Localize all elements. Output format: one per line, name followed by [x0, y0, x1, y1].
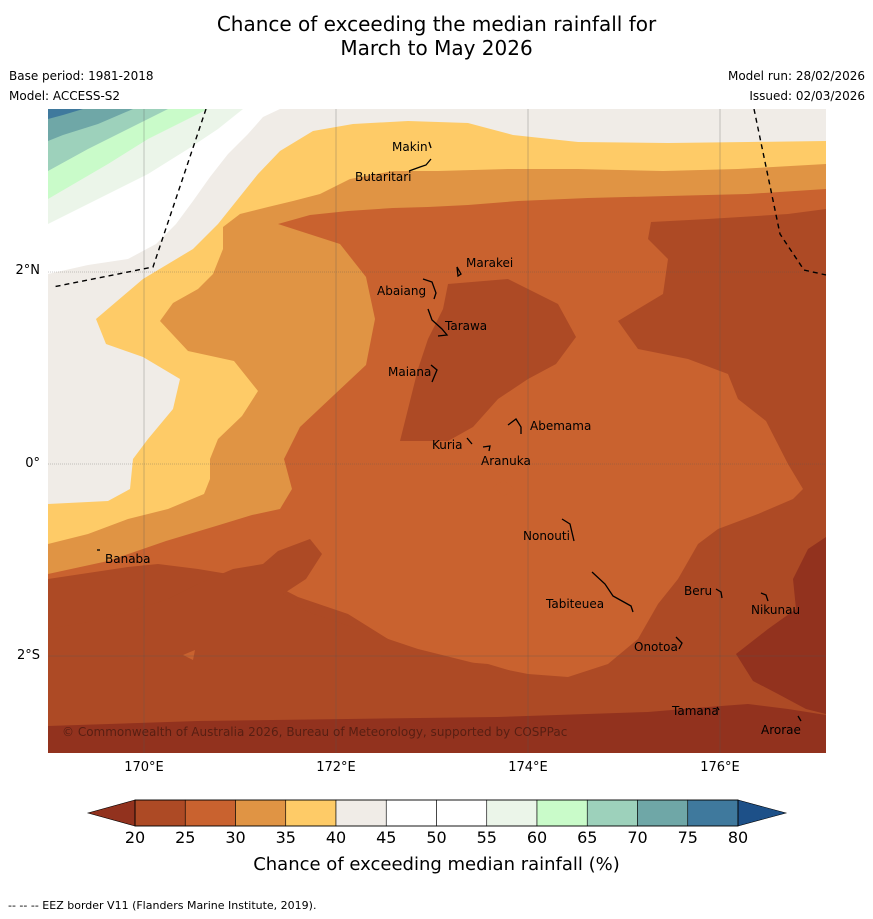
colorbar-tick-label: 45: [376, 828, 397, 847]
graticule: [48, 109, 826, 753]
colorbar-over-arrow: [737, 799, 788, 827]
island-butaritari: [408, 158, 432, 172]
x-tick-170e: 170°E: [124, 760, 164, 775]
colorbar: [86, 799, 788, 827]
eez-border: [52, 109, 826, 288]
colorbar-frame: [134, 799, 739, 827]
meta-left: Base period: 1981-2018 Model: ACCESS-S2: [9, 66, 154, 106]
place-label-aranuka: Aranuka: [481, 454, 531, 468]
colorbar-tick-label: 65: [577, 828, 598, 847]
base-period: Base period: 1981-2018: [9, 69, 154, 83]
place-label-kuria: Kuria: [432, 438, 463, 452]
copyright-notice: © Commonwealth of Australia 2026, Bureau…: [62, 725, 567, 739]
colorbar-segment: [486, 799, 538, 827]
rainfall-map: Makin Butaritari Marakei Abaiang Tarawa …: [48, 109, 826, 753]
place-label-nikunau: Nikunau: [751, 603, 800, 617]
contour-25-patch-aranuka: [493, 480, 514, 496]
x-tick-172e: 172°E: [316, 760, 356, 775]
colorbar-tick-label: 40: [325, 828, 347, 847]
place-label-tamana: Tamana: [671, 704, 719, 718]
colorbar-segments: [134, 799, 739, 827]
title-line-1: Chance of exceeding the median rainfall …: [216, 12, 657, 36]
y-tick-0: 0°: [25, 456, 40, 471]
place-label-nonouti: Nonouti: [523, 529, 570, 543]
island-tabiteuea: [591, 571, 634, 613]
island-nikunau: [760, 592, 769, 602]
contour-20-centre: [400, 279, 576, 441]
colorbar-segment: [536, 799, 588, 827]
place-label-abemama: Abemama: [530, 419, 591, 433]
colorbar-segment: [586, 799, 638, 827]
place-label-tabiteuea: Tabiteuea: [545, 597, 604, 611]
island-maiana: [430, 364, 438, 383]
place-label-makin: Makin: [392, 140, 428, 154]
island-nonouti: [561, 518, 575, 542]
place-label-tarawa: Tarawa: [444, 319, 487, 333]
island-abaiang: [422, 278, 437, 300]
colorbar-under-arrow: [86, 799, 136, 827]
place-labels: Makin Butaritari Marakei Abaiang Tarawa …: [105, 140, 801, 737]
colorbar-tick-label: 50: [426, 828, 447, 847]
place-label-beru: Beru: [684, 584, 712, 598]
island-onotoa: [675, 636, 683, 650]
colorbar-tick-label: 75: [677, 828, 698, 847]
island-makin: [428, 141, 432, 149]
x-tick-176e: 176°E: [700, 760, 740, 775]
colorbar-tick-label: 30: [225, 828, 246, 847]
colorbar-tick-label: 60: [526, 828, 548, 847]
place-label-marakei: Marakei: [466, 256, 513, 270]
place-label-abaiang: Abaiang: [377, 284, 426, 298]
place-label-maiana: Maiana: [388, 365, 431, 379]
model-run: Model run: 28/02/2026: [727, 69, 865, 83]
contour-under20-se: [736, 537, 826, 714]
island-kuria: [466, 437, 473, 445]
colorbar-segment: [285, 799, 337, 827]
issued-date: Issued: 02/03/2026: [749, 89, 865, 103]
contour-25-patch-west: [183, 650, 195, 660]
island-abemama: [507, 418, 522, 434]
island-tarawa: [427, 308, 449, 337]
colorbar-label: Chance of exceeding median rainfall (%): [253, 854, 620, 875]
island-outlines: [97, 141, 802, 722]
colorbar-segment: [687, 799, 739, 827]
colorbar-segment: [385, 799, 437, 827]
y-tick-2s: 2°S: [16, 648, 40, 663]
colorbar-tick-label: 70: [627, 828, 648, 847]
colorbar-tick-label: 35: [275, 828, 296, 847]
island-marakei: [456, 266, 462, 278]
place-label-arorae: Arorae: [761, 723, 801, 737]
colorbar-segment: [637, 799, 689, 827]
x-tick-174e: 174°E: [508, 760, 548, 775]
colorbar-tick-label: 80: [727, 828, 749, 847]
title-line-2: March to May 2026: [340, 36, 533, 60]
place-label-banaba: Banaba: [105, 552, 151, 566]
contour-20-east: [48, 209, 826, 753]
contour-75: [48, 109, 83, 119]
meta-right: Model run: 28/02/2026 Issued: 02/03/2026: [728, 66, 865, 106]
colorbar-tick-label: 55: [476, 828, 497, 847]
island-arorae: [797, 715, 802, 722]
colorbar-tick-label: 20: [124, 828, 146, 847]
model-name: Model: ACCESS-S2: [9, 89, 121, 103]
contour-under20: [48, 704, 826, 753]
island-tamana: [716, 706, 720, 711]
island-aranuka: [482, 445, 491, 452]
y-tick-2n: 2°N: [15, 263, 41, 278]
map-title: Chance of exceeding the median rainfall …: [0, 12, 873, 60]
place-label-onotoa: Onotoa: [634, 640, 678, 654]
place-label-butaritari: Butaritari: [355, 170, 412, 184]
colorbar-segment: [184, 799, 236, 827]
colorbar-segment: [335, 799, 387, 827]
colorbar-segment: [235, 799, 287, 827]
eez-note: -- -- -- EEZ border V11 (Flanders Marine…: [8, 899, 317, 912]
contour-70: [48, 109, 133, 141]
island-beru: [715, 588, 723, 599]
colorbar-segment: [134, 799, 186, 827]
colorbar-tick-label: 25: [175, 828, 196, 847]
colorbar-segment: [436, 799, 488, 827]
contour-30: [48, 109, 826, 574]
